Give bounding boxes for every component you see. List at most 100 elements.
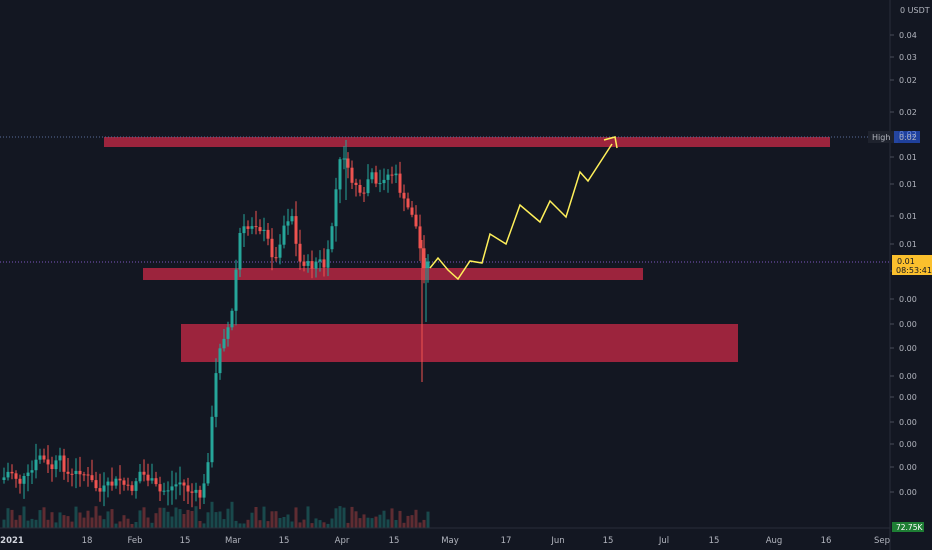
candle-body [222, 338, 226, 349]
volume-bar [170, 516, 174, 528]
volume-bar [46, 519, 50, 528]
candle-body [298, 243, 302, 262]
candle-body [206, 462, 210, 484]
volume-bar [286, 514, 290, 528]
candle-body [246, 226, 250, 229]
volume-bar [390, 508, 394, 528]
volume-bar [218, 511, 222, 528]
candle-body [398, 173, 402, 193]
volume-bar [74, 506, 78, 528]
volume-bar [94, 506, 98, 528]
price-tick-label: 0.01 [899, 153, 917, 162]
volume-bar [26, 520, 30, 528]
time-tick-label: 15 [603, 536, 614, 546]
volume-bar [82, 517, 86, 528]
volume-bar [174, 507, 178, 528]
time-tick-label: 18 [82, 536, 93, 546]
volume-bar [362, 514, 366, 528]
candle-body [22, 476, 26, 484]
time-tick-label: 16 [821, 536, 832, 546]
candle-body [170, 486, 174, 491]
volume-bar [298, 522, 302, 528]
volume-bar [370, 518, 374, 528]
candle-body [86, 474, 90, 476]
support-zone-upper[interactable] [143, 268, 643, 280]
volume-bar [222, 519, 226, 528]
candle-body [390, 174, 394, 176]
volume-bar [426, 511, 430, 528]
volume-bar [290, 521, 294, 528]
volume-bar [70, 521, 74, 528]
candle-body [358, 185, 362, 193]
volume-bar [166, 511, 170, 528]
volume-bar [154, 513, 158, 528]
volume-bar [158, 507, 162, 528]
candle-body [422, 248, 426, 269]
volume-bar [414, 509, 418, 528]
volume-bar [162, 507, 166, 528]
volume-bar [206, 512, 210, 528]
volume-bar [118, 521, 122, 528]
volume-bar [182, 514, 186, 528]
volume-bar [418, 522, 422, 528]
candle-body [302, 261, 306, 266]
volume-bar [198, 521, 202, 528]
candle-body [134, 481, 138, 491]
volume-bar [126, 518, 130, 528]
candle-body [158, 484, 162, 492]
candle-body [314, 261, 318, 269]
candle-body [290, 216, 294, 222]
volume-bar [278, 518, 282, 528]
support-zone-lower[interactable] [181, 324, 738, 362]
candle-body [410, 207, 414, 215]
candle-body [378, 183, 382, 185]
candle-body [286, 221, 290, 226]
volume-bar [202, 523, 206, 528]
volume-bar [106, 511, 110, 528]
volume-bar [250, 512, 254, 528]
time-tick-label: Jul [658, 536, 669, 546]
volume-bar [78, 512, 82, 528]
time-tick-label: 15 [709, 536, 720, 546]
candle-body [374, 172, 378, 184]
price-tick-label: 0.01 [899, 212, 917, 221]
volume-bar [350, 506, 354, 528]
candle-body [166, 490, 170, 492]
candle-body [14, 473, 18, 479]
candle-body [426, 261, 430, 269]
candle-body [150, 478, 154, 481]
candle-body [394, 173, 398, 176]
candle-body [194, 489, 198, 493]
volume-bar [130, 524, 134, 528]
volume-bar [322, 522, 326, 528]
volume-bar [58, 512, 62, 528]
time-tick-label: 15 [389, 536, 400, 546]
volume-bar [238, 523, 242, 528]
price-tick-label: 0.02 [899, 76, 917, 85]
volume-bar [226, 508, 230, 528]
candle-body [126, 484, 130, 486]
volume-bar [22, 506, 26, 528]
price-tick-label: 0.00 [899, 344, 917, 353]
countdown-timer: 08:53:41 [896, 266, 932, 275]
time-tick-label: Mar [225, 536, 242, 546]
candle-body [110, 481, 114, 486]
candle-body [218, 348, 222, 374]
candle-body [322, 259, 326, 268]
candle-body [282, 225, 286, 245]
resistance-zone[interactable] [104, 137, 830, 147]
volume-bar [178, 509, 182, 528]
volume-bar [386, 519, 390, 528]
price-axis-ticks: 0.04 0.03 0.02 0.02 0.02 0.01 0.01 0.01 0.01 0.01… [890, 31, 917, 497]
candlesticks [2, 140, 430, 510]
candle-body [250, 226, 254, 229]
volume-bar [422, 519, 426, 528]
price-tick-label: 0.00 [899, 372, 917, 381]
candle-body [54, 460, 58, 470]
volume-bar [98, 515, 102, 528]
volume-bar [186, 509, 190, 528]
projection-path[interactable] [429, 143, 613, 281]
candle-body [18, 478, 22, 484]
volume-bars [2, 501, 430, 528]
